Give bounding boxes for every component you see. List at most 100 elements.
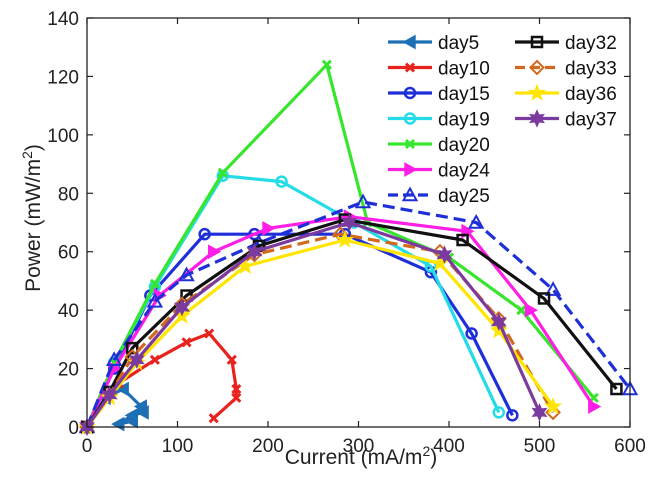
data-point-day37 (101, 385, 118, 405)
legend-marker (529, 109, 545, 128)
data-point-day10 (208, 413, 219, 424)
legend-label: day36 (565, 84, 617, 105)
legend-marker (404, 162, 418, 177)
data-point-day5 (124, 407, 138, 423)
data-point-day37 (436, 245, 453, 264)
data-point-day19 (275, 175, 288, 188)
data-point-day24 (588, 399, 602, 414)
axes: 0 100 200 300 400 500 600 0 20 40 60 80 100 120 140 (47, 9, 646, 457)
data-point-day10 (204, 328, 215, 339)
x-tick-label: 600 (614, 436, 646, 457)
data-point-day25 (467, 213, 485, 229)
y-tick-label: 0 (68, 418, 79, 439)
legend-item-day25: day25 (388, 186, 490, 207)
data-point-day15 (198, 227, 211, 241)
data-point-day25 (146, 292, 164, 308)
data-point-day24 (262, 220, 276, 236)
data-point-day10 (181, 337, 192, 348)
legend-item-day37: day37 (515, 109, 617, 131)
legend-item-day10: day10 (388, 59, 490, 80)
y-axis-title: Power (mW/m2) (19, 144, 45, 292)
data-point-day10 (226, 354, 237, 365)
data-point-day32 (180, 289, 193, 302)
series-line-day24 (85, 215, 596, 428)
series-line-day36 (85, 238, 555, 428)
legend: day5 day10 day15 day19 day20 day24 day25 day32 d… (388, 33, 617, 207)
legend-label: day20 (438, 135, 490, 156)
legend-marker (403, 112, 417, 125)
legend-label: day15 (438, 84, 490, 105)
series-day25 (78, 193, 639, 434)
data-point-day15 (465, 327, 478, 340)
y-tick-label: 120 (47, 67, 79, 88)
legend-marker (402, 34, 416, 50)
data-point-day10 (231, 383, 242, 395)
legend-item-day5: day5 (388, 33, 479, 54)
data-point-day19 (492, 406, 506, 419)
y-tick-label: 60 (58, 243, 79, 264)
legend-label: day25 (438, 186, 490, 207)
legend-marker (404, 138, 416, 150)
x-tick-label: 200 (252, 436, 284, 457)
y-tick-label: 80 (58, 184, 79, 205)
data-point-day32 (456, 233, 469, 247)
legend-label: day10 (438, 59, 490, 80)
legend-marker (401, 186, 419, 202)
series-line-day33 (85, 232, 555, 428)
x-tick-label: 400 (433, 436, 465, 457)
data-point-day37 (531, 403, 548, 422)
data-point-day15 (506, 409, 519, 422)
data-point-day25 (354, 193, 372, 209)
legend-item-day19: day19 (388, 110, 490, 131)
data-point-day10 (149, 354, 160, 365)
legend-item-day33: day33 (515, 59, 617, 80)
series-line-day19 (85, 174, 501, 428)
y-tick-label: 100 (47, 126, 79, 147)
legend-marker (528, 83, 546, 101)
legend-label: day37 (565, 110, 617, 131)
y-tick-label: 20 (58, 360, 79, 381)
legend-marker (404, 62, 416, 73)
legend-marker (530, 35, 544, 49)
series-day37 (79, 213, 548, 437)
legend-item-day15: day15 (388, 84, 490, 105)
data-point-day10 (231, 392, 242, 403)
data-point-day25 (544, 281, 562, 296)
legend-item-day32: day32 (515, 33, 617, 54)
legend-label: day24 (438, 161, 490, 182)
data-point-day25 (178, 266, 195, 282)
series-day36 (78, 230, 563, 435)
legend-marker (403, 86, 417, 100)
y-tick-label: 40 (58, 301, 79, 322)
data-point-day36 (544, 397, 563, 415)
x-tick-label: 500 (524, 436, 556, 457)
data-point-day32 (126, 341, 139, 355)
x-tick-label: 100 (162, 436, 194, 457)
data-point-day5 (111, 416, 125, 432)
data-point-day20 (516, 305, 527, 316)
legend-label: day32 (565, 33, 617, 54)
data-point-day36 (335, 230, 354, 248)
data-point-day37 (341, 213, 358, 232)
x-axis-title: Current (mA/m2) (285, 443, 437, 469)
data-point-day37 (246, 242, 263, 261)
data-point-day37 (128, 350, 145, 370)
legend-item-day36: day36 (515, 83, 617, 105)
legend-label: day33 (565, 59, 617, 80)
data-point-day24 (524, 302, 538, 318)
data-point-day24 (208, 244, 222, 260)
data-point-day32 (610, 382, 623, 396)
data-point-day15 (248, 227, 261, 241)
series-day5 (79, 381, 149, 435)
x-tick-label: 300 (343, 436, 375, 457)
series-line-day32 (85, 218, 618, 428)
x-tick-label: 0 (82, 436, 93, 457)
legend-label: day5 (438, 33, 479, 54)
data-point-day32 (537, 292, 551, 305)
data-point-day20 (321, 59, 332, 70)
data-point-day25 (105, 351, 123, 367)
legend-item-day24: day24 (388, 161, 490, 182)
data-point-day5 (135, 405, 149, 420)
data-point-day20 (217, 167, 228, 178)
